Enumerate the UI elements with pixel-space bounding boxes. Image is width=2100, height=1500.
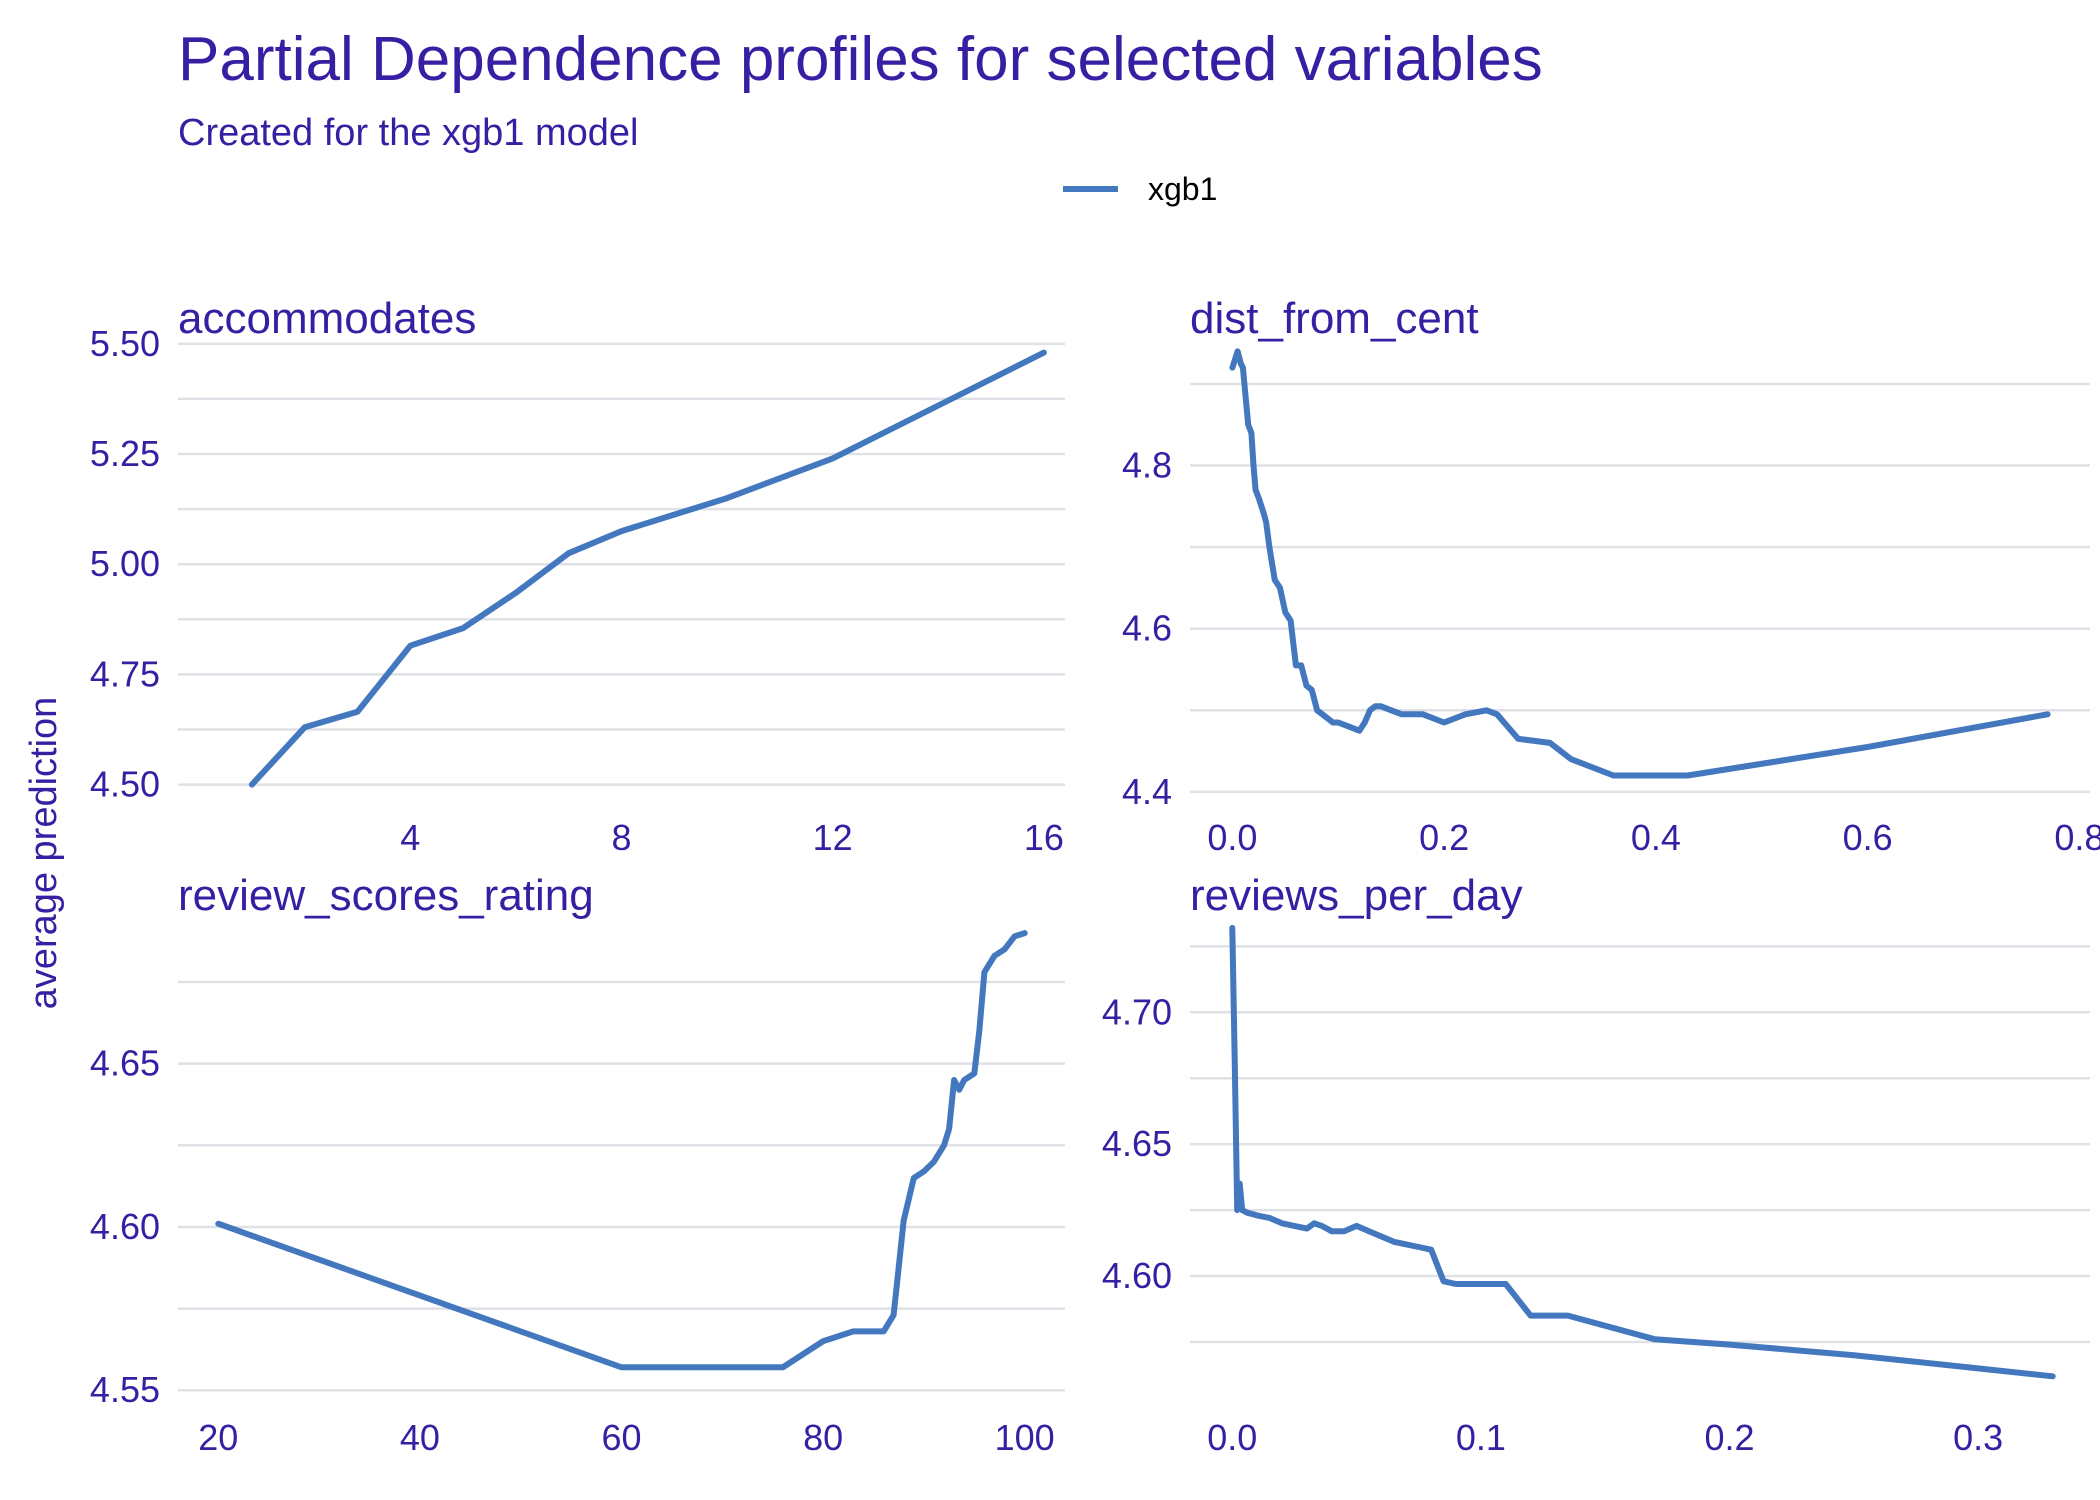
y-tick-label: 4.50 bbox=[90, 764, 160, 805]
x-tick-label: 60 bbox=[601, 1417, 641, 1458]
y-tick-label: 4.65 bbox=[90, 1043, 160, 1084]
panel-2: 4.4 4.6 4.8 0.0 0.2 0.4 0.6 0.8 dist_from_cent bbox=[1122, 294, 2100, 858]
y-tick-label: 4.60 bbox=[1102, 1255, 1172, 1296]
panel-3: 4.55 4.60 4.65 20 40 60 80 100 review_scores_rat… bbox=[90, 871, 1065, 1458]
x-tick-label: 0.6 bbox=[1843, 817, 1893, 858]
legend-label: xgb1 bbox=[1148, 171, 1217, 207]
x-tick-label: 0.2 bbox=[1419, 817, 1469, 858]
series-line-xgb1 bbox=[1229, 924, 2056, 1380]
y-tick-label: 4.4 bbox=[1122, 771, 1172, 812]
panel-title: review_scores_rating bbox=[178, 871, 594, 920]
x-tick-label: 0.2 bbox=[1704, 1417, 1754, 1458]
panel-4: 4.60 4.65 4.70 0.0 0.1 0.2 0.3 reviews_per_day bbox=[1102, 871, 2090, 1458]
y-tick-label: 4.8 bbox=[1122, 445, 1172, 486]
series-line-xgb1 bbox=[248, 349, 1047, 788]
y-tick-label: 4.65 bbox=[1102, 1123, 1172, 1164]
panel-title: accommodates bbox=[178, 294, 476, 343]
x-tick-label: 0.1 bbox=[1456, 1417, 1506, 1458]
x-tick-label: 12 bbox=[813, 817, 853, 858]
y-tick-label: 4.70 bbox=[1102, 991, 1172, 1032]
y-tick-label: 5.50 bbox=[90, 323, 160, 364]
x-tick-label: 0.0 bbox=[1207, 817, 1257, 858]
legend: xgb1 bbox=[1063, 171, 1217, 207]
chart-subtitle: Created for the xgb1 model bbox=[178, 112, 639, 154]
x-tick-label: 0.4 bbox=[1631, 817, 1681, 858]
series-line-xgb1 bbox=[1229, 348, 2051, 779]
y-tick-label: 4.60 bbox=[90, 1206, 160, 1247]
y-tick-label: 4.55 bbox=[90, 1369, 160, 1410]
y-tick-label: 5.00 bbox=[90, 543, 160, 584]
x-tick-label: 100 bbox=[995, 1417, 1055, 1458]
x-tick-label: 40 bbox=[400, 1417, 440, 1458]
x-tick-label: 20 bbox=[198, 1417, 238, 1458]
x-tick-label: 8 bbox=[611, 817, 631, 858]
x-tick-label: 0.8 bbox=[2054, 817, 2100, 858]
panel-title: reviews_per_day bbox=[1190, 871, 1523, 920]
x-tick-label: 80 bbox=[803, 1417, 843, 1458]
x-tick-label: 16 bbox=[1024, 817, 1064, 858]
series-line-xgb1 bbox=[215, 930, 1028, 1371]
y-tick-label: 4.6 bbox=[1122, 608, 1172, 649]
panel-title: dist_from_cent bbox=[1190, 294, 1479, 343]
panels: 4.504.755.005.255.504 8 12 16accommodates4.… bbox=[90, 294, 2100, 1458]
y-axis-label: average prediction bbox=[23, 697, 65, 1010]
y-tick-label: 4.75 bbox=[90, 653, 160, 694]
x-tick-label: 0.0 bbox=[1207, 1417, 1257, 1458]
y-tick-label: 5.25 bbox=[90, 433, 160, 474]
x-tick-label: 4 bbox=[400, 817, 420, 858]
x-tick-label: 0.3 bbox=[1953, 1417, 2003, 1458]
panel-1: 4.50 4.75 5.00 5.25 5.50 4 8 12 16 accommodates bbox=[90, 294, 1065, 858]
chart-title: Partial Dependence profiles for selected… bbox=[178, 25, 1543, 94]
